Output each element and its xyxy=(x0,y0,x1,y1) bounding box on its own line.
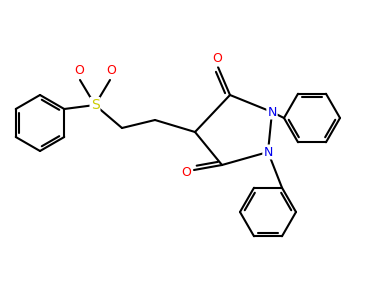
Text: N: N xyxy=(263,146,273,158)
Text: O: O xyxy=(181,166,191,178)
Text: O: O xyxy=(106,64,116,77)
Text: O: O xyxy=(212,52,222,65)
Text: N: N xyxy=(267,106,277,118)
Text: S: S xyxy=(91,98,99,112)
Text: O: O xyxy=(74,64,84,77)
